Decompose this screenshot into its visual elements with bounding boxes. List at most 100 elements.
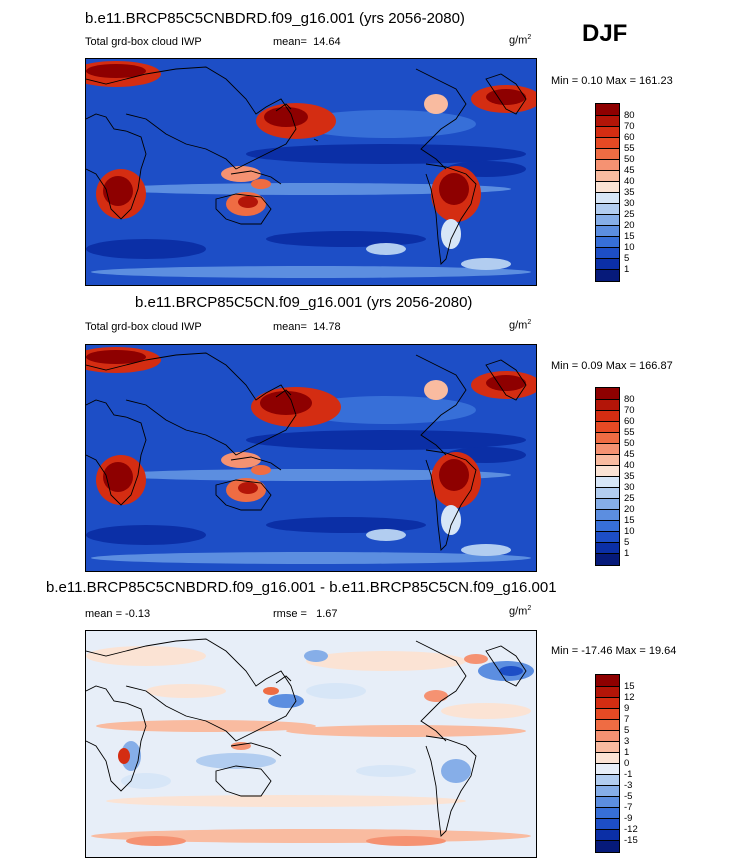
panel3-map-svg [86,631,536,857]
panel3-rmse-value: 1.67 [316,608,338,620]
panel1-colorbar-label: 15 [624,231,635,242]
panel3-colorbar-box [596,763,619,774]
panel1-colorbar-label: 45 [624,165,635,176]
panel2-variable-label: Total grd-box cloud IWP [85,321,202,333]
panel3-colorbar-box [596,829,619,840]
panel2-units-exp: 2 [527,319,532,326]
panel2-colorbar-label: 60 [624,416,635,427]
panel2-colorbar-label: 40 [624,460,635,471]
panel1-colorbar-box [596,148,619,159]
panel2-mean-label: mean= [273,321,307,333]
panel1-colorbar-label: 80 [624,110,635,121]
panel1-minmax: Min = 0.10 Max = 161.23 [551,75,673,87]
panel3-colorbar [595,674,620,853]
panel2-minmax: Min = 0.09 Max = 166.87 [551,360,673,372]
panel3-colorbar-label: 3 [624,736,630,747]
panel3-colorbar-label: -1 [624,769,633,780]
panel1-colorbar-box [596,203,619,214]
panel1-colorbar-box [596,126,619,137]
panel1-mean-value: 14.64 [313,36,341,48]
panel1-units: g/m2 [509,34,531,47]
panel1-colorbar-box [596,258,619,269]
panel3-colorbar-label: -7 [624,802,633,813]
panel2-units: g/m2 [509,319,531,332]
panel1-colorbar-box [596,225,619,236]
panel2-colorbar-box [596,454,619,465]
panel3-colorbar-box [596,785,619,796]
panel2-colorbar-label: 50 [624,438,635,449]
panel3-mean: mean = -0.13 [85,608,151,620]
panel3-colorbar-label: -9 [624,813,633,824]
panel1-colorbar-label: 35 [624,187,635,198]
panel3-units: g/m2 [509,605,531,618]
panel2-colorbar-box [596,509,619,520]
panel3-colorbar-label: 15 [624,681,635,692]
panel2-colorbar-box [596,399,619,410]
panel3-colorbar-label: -5 [624,791,633,802]
panel2-colorbar-box [596,443,619,454]
panel1-colorbar-box [596,247,619,258]
panel3-colorbar-label: 7 [624,714,630,725]
panel1-colorbar-box [596,104,619,115]
panel1-colorbar-box [596,170,619,181]
panel2-colorbar-box [596,520,619,531]
panel1-map-svg [86,59,536,285]
panel1-colorbar-label: 60 [624,132,635,143]
panel1-title: b.e11.BRCP85C5CNBDRD.f09_g16.001 (yrs 20… [85,10,465,27]
panel3-colorbar-box [596,796,619,807]
panel1-colorbar-label: 20 [624,220,635,231]
panel2-colorbar-label: 35 [624,471,635,482]
panel3-colorbar-box [596,708,619,719]
panel2-colorbar-label: 20 [624,504,635,515]
panel3-colorbar-label: 5 [624,725,630,736]
panel3-units-base: g/m [509,605,528,618]
panel1-map [85,58,537,286]
panel1-colorbar-label: 5 [624,253,630,264]
panel3-colorbar-box [596,840,619,852]
panel2-colorbar-box [596,553,619,565]
panel2-colorbar-label: 30 [624,482,635,493]
panel1-colorbar [595,103,620,282]
panel2-colorbar-label: 10 [624,526,635,537]
panel1-colorbar-label: 1 [624,264,630,275]
panel3-colorbar-box [596,818,619,829]
panel1-colorbar-label: 30 [624,198,635,209]
panel3-colorbar-box [596,741,619,752]
panel3-rmse: rmse = 1.67 [273,608,338,620]
panel1-mean-label: mean= [273,36,307,48]
panel3-colorbar-label: -12 [624,824,638,835]
panel2-colorbar-label: 15 [624,515,635,526]
panel3-colorbar-box [596,697,619,708]
panel1-units-base: g/m [509,34,528,47]
panel2-colorbar-box [596,410,619,421]
panel3-minmax: Min = -17.46 Max = 19.64 [551,645,677,657]
panel3-colorbar-box [596,807,619,818]
panel1-colorbar-label: 70 [624,121,635,132]
panel2-colorbar [595,387,620,566]
panel3-map [85,630,537,858]
panel1-units-exp: 2 [527,34,532,41]
panel1-colorbar-box [596,137,619,148]
panel1-colorbar-label: 25 [624,209,635,220]
panel2-colorbar-label: 55 [624,427,635,438]
panel3-colorbar-label: -15 [624,835,638,846]
panel1-variable-label: Total grd-box cloud IWP [85,36,202,48]
panel1-mean: mean= 14.64 [273,36,341,48]
panel2-mean-value: 14.78 [313,321,341,333]
panel1-colorbar-box [596,214,619,225]
panel3-colorbar-box [596,730,619,741]
panel2-colorbar-box [596,498,619,509]
panel2-units-base: g/m [509,319,528,332]
panel3-title: b.e11.BRCP85C5CNBDRD.f09_g16.001 - b.e11… [46,579,557,596]
panel3-colorbar-box [596,752,619,763]
panel1-colorbar-label: 50 [624,154,635,165]
panel2-colorbar-label: 1 [624,548,630,559]
panel3-colorbar-label: 9 [624,703,630,714]
panel1-colorbar-label: 10 [624,242,635,253]
panel3-colorbar-box [596,675,619,686]
panel2-colorbar-label: 70 [624,405,635,416]
panel2-colorbar-label: 45 [624,449,635,460]
panel1-colorbar-box [596,115,619,126]
panel2-colorbar-label: 80 [624,394,635,405]
panel2-colorbar-box [596,487,619,498]
